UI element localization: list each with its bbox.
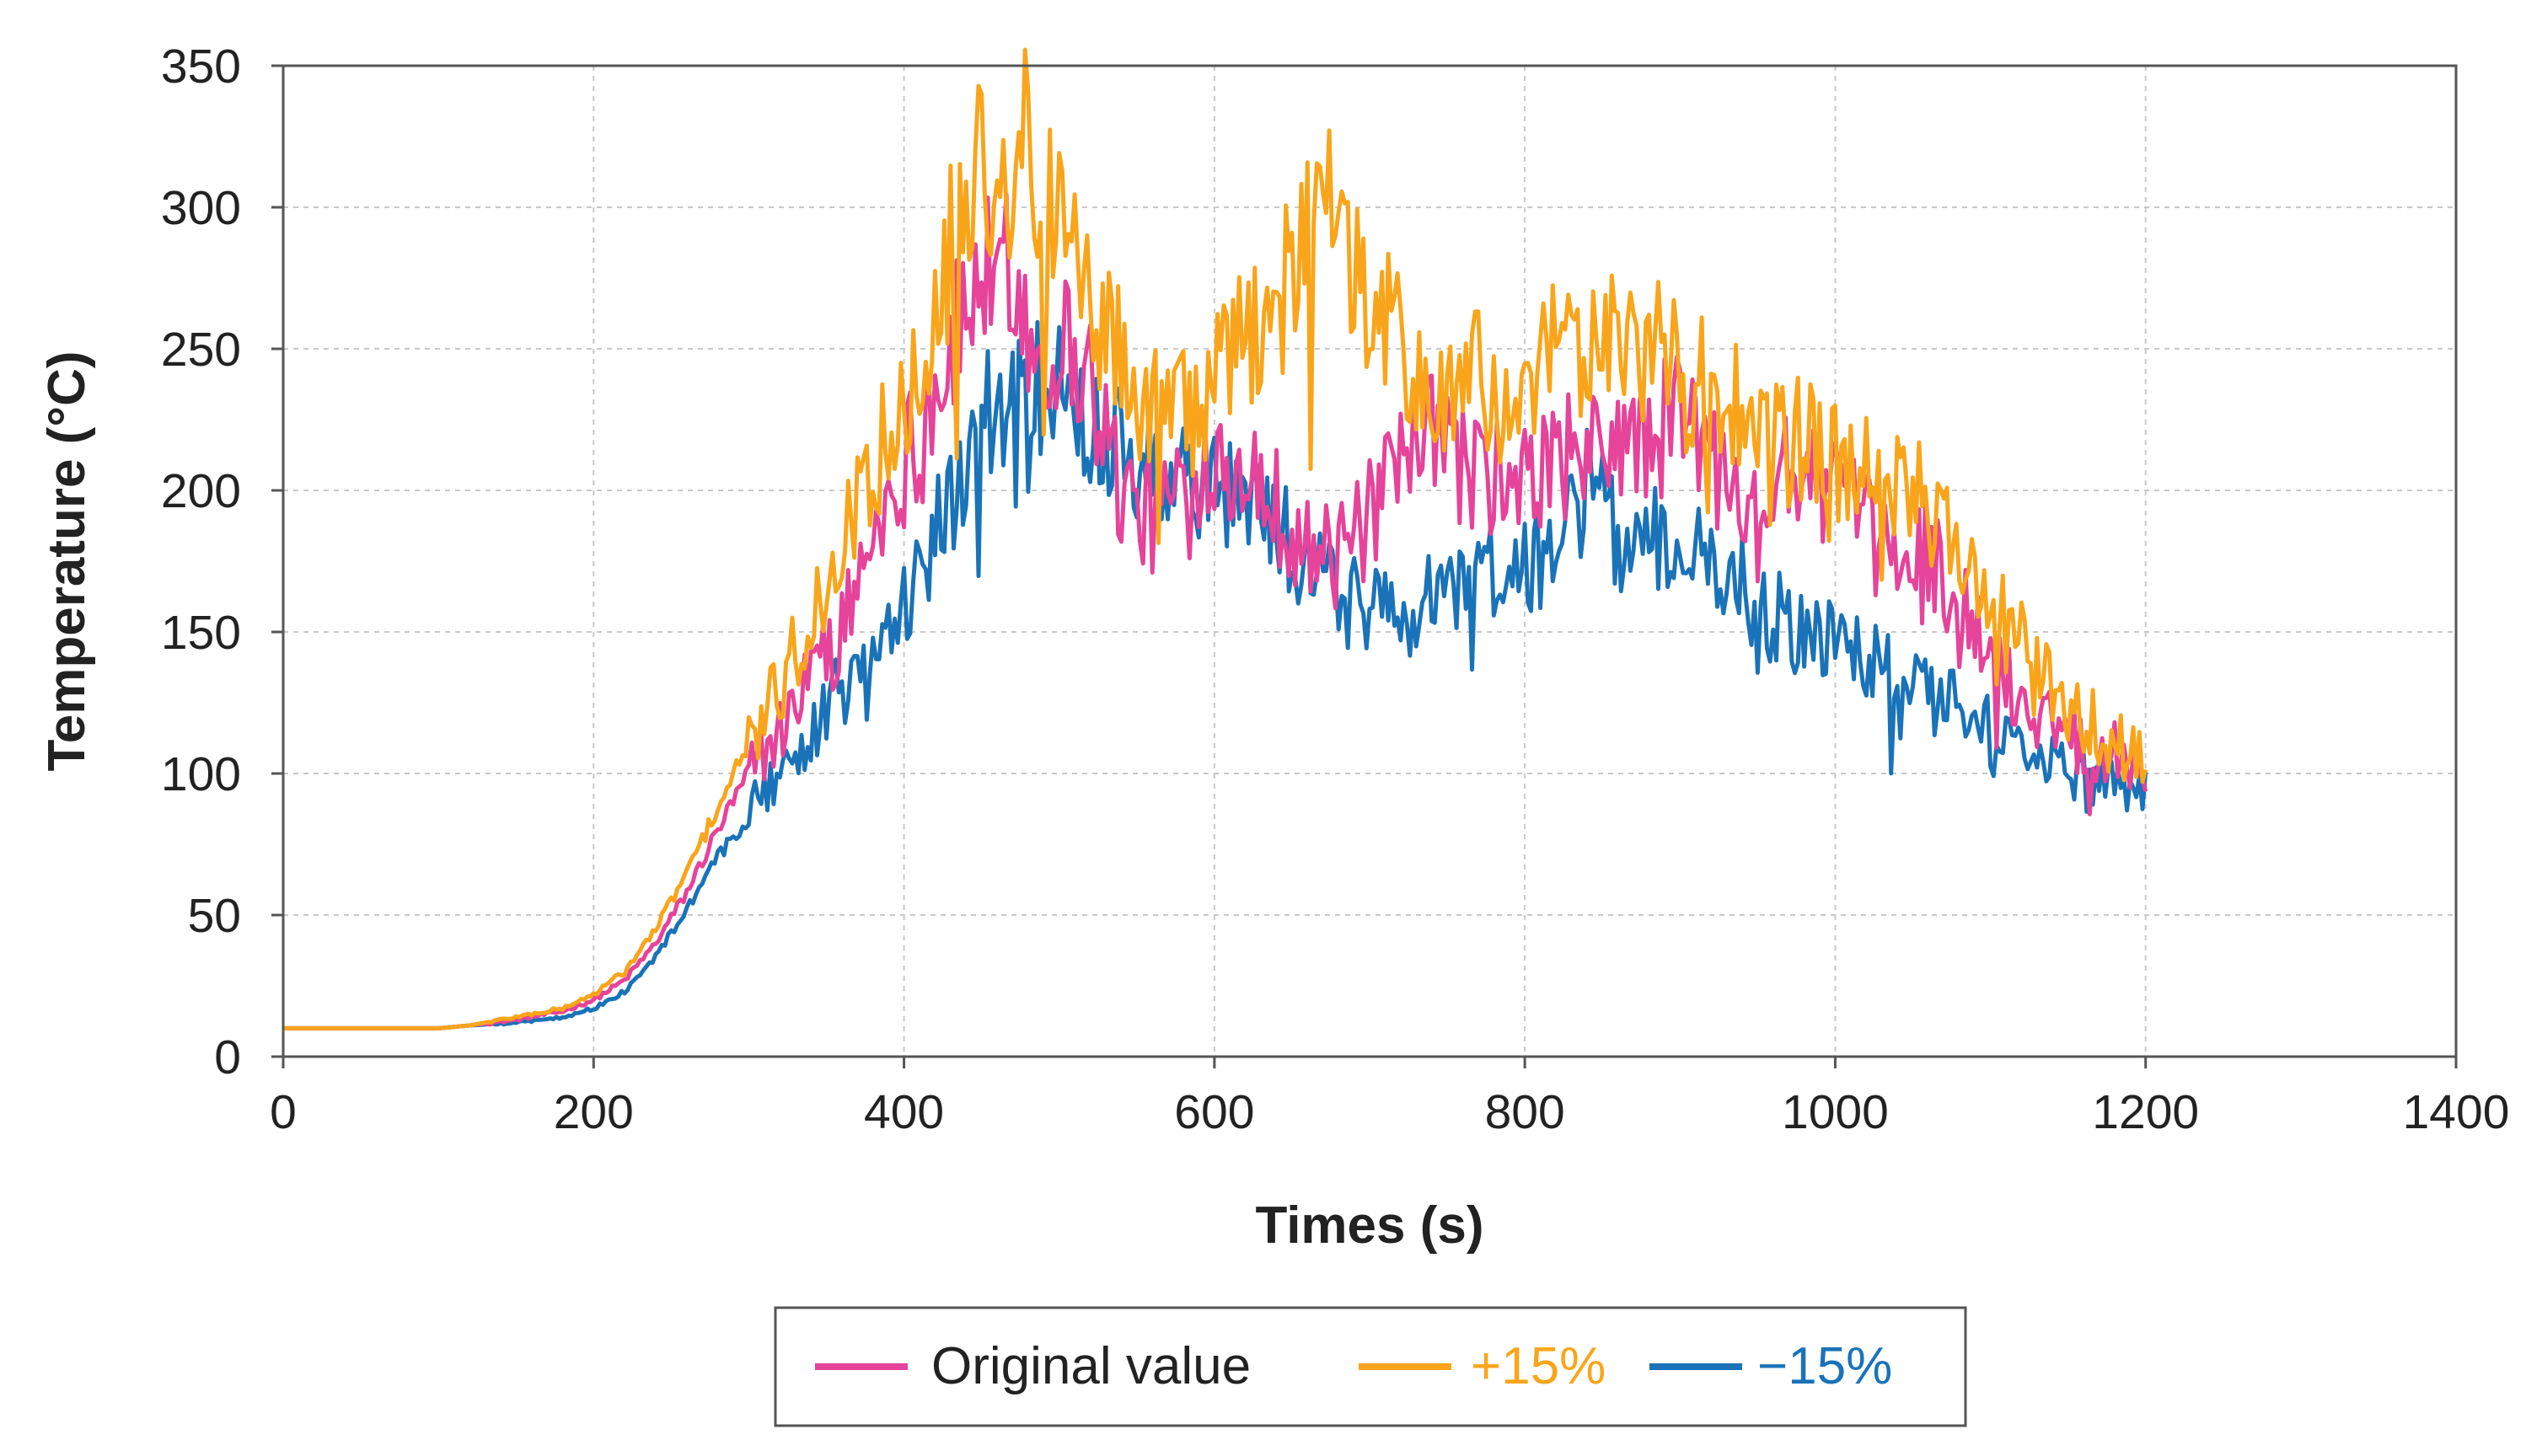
y-tick-label: 0 [214, 1030, 241, 1084]
x-tick-label: 1400 [2403, 1085, 2510, 1139]
x-tick-label: 1200 [2092, 1085, 2199, 1139]
plot-frame [282, 64, 2458, 1058]
x-tick-label: 600 [1174, 1085, 1254, 1139]
series-line-minus-15 [283, 319, 2148, 1030]
legend-label-plus-15: +15% [1471, 1337, 1606, 1395]
y-tick-label: 350 [161, 40, 241, 94]
x-tick-label: 800 [1485, 1085, 1565, 1139]
y-tick-label: 200 [161, 464, 241, 518]
x-tick-label: 200 [554, 1085, 634, 1139]
x-tick-label: 0 [270, 1085, 297, 1139]
x-tick-label: 400 [864, 1085, 944, 1139]
y-tick-label: 50 [188, 889, 241, 943]
x-tick-label: 1000 [1782, 1085, 1889, 1139]
y-tick-label: 150 [161, 606, 241, 660]
legend-label-original-value: Original value [931, 1337, 1251, 1395]
y-tick-label: 250 [161, 323, 241, 377]
y-tick-label: 300 [161, 181, 241, 235]
x-axis-ticks: 0 200 400 600 800 1000 1200 1400 [270, 1057, 2509, 1139]
y-axis-ticks: 0 50 100 150 200 250 300 350 [161, 40, 283, 1084]
series-group [283, 47, 2148, 1030]
x-axis-title: Times (s) [1255, 1196, 1483, 1255]
y-axis-title: Temperature (°C) [38, 351, 96, 771]
series-line-plus-15 [283, 47, 2148, 1030]
legend: Original value +15% −15% [774, 1306, 1967, 1427]
legend-label-minus-15: −15% [1757, 1337, 1892, 1395]
y-tick-label: 100 [161, 747, 241, 801]
